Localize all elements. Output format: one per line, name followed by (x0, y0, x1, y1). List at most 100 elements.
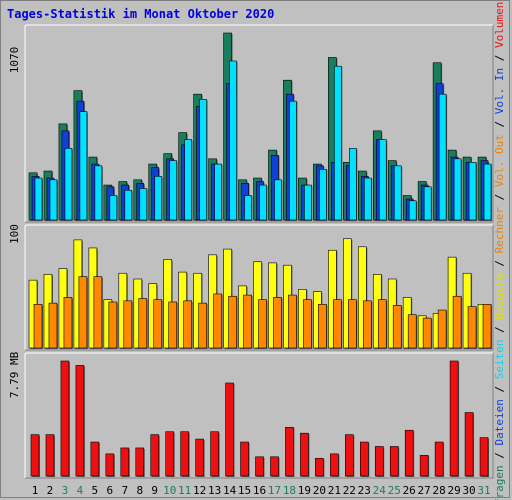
bar-rechner-day-18 (288, 294, 297, 349)
bar-rechner-day-21 (333, 299, 342, 349)
legend-part-7: / (493, 253, 506, 273)
bar-seiten-day-23 (363, 177, 372, 221)
bar-besuche-day-21 (328, 249, 337, 349)
x-tick-label: 17 (268, 484, 281, 497)
legend-part-1: / (493, 445, 506, 465)
bar-volumen-day-24 (374, 446, 384, 477)
bar-volumen-day-29 (449, 360, 459, 477)
bar-rechner-day-30 (467, 306, 477, 349)
legend-vertical: Anfragen / Dateien / Seiten / Besuche / … (493, 2, 506, 500)
legend-part-5: / (493, 320, 506, 340)
x-tick-label: 15 (238, 484, 251, 497)
legend-part-3: / (493, 379, 506, 399)
x-tick-label: 10 (163, 484, 176, 497)
bar-rechner-day-13 (213, 293, 222, 349)
bar-seiten-day-16 (259, 184, 267, 221)
bar-seiten-day-17 (274, 179, 282, 221)
bar-seiten-day-20 (319, 169, 327, 221)
bar-volumen-day-7 (120, 447, 130, 477)
x-tick-label: 18 (283, 484, 296, 497)
x-tick-label: 24 (373, 484, 387, 497)
legend-part-11: / (493, 114, 506, 134)
bar-seiten-day-1 (34, 177, 43, 221)
bar-seiten-day-2 (49, 179, 58, 221)
x-tick-label: 16 (253, 484, 266, 497)
bar-volumen-day-18 (285, 426, 294, 477)
bar-seiten-day-6 (109, 195, 118, 221)
bar-seiten-day-19 (304, 184, 312, 221)
bar-volumen-day-26 (404, 429, 414, 477)
legend-part-14: Volumen (493, 2, 506, 48)
bar-volumen-day-8 (135, 447, 145, 477)
bar-volumen-day-13 (210, 431, 219, 477)
bar-seiten-day-27 (423, 186, 432, 221)
bar-seiten-day-31 (483, 163, 492, 221)
legend-part-9: / (493, 187, 506, 207)
bar-volumen-day-10 (165, 431, 175, 477)
x-tick-label: 12 (193, 484, 206, 497)
bar-seiten-day-9 (154, 176, 163, 221)
bar-volumen-day-16 (255, 456, 264, 477)
x-tick-label: 13 (208, 484, 221, 497)
bar-rechner-day-22 (348, 299, 357, 349)
bar-seiten-day-13 (214, 163, 222, 221)
x-tick-label: 28 (433, 484, 446, 497)
bar-rechner-day-8 (138, 298, 148, 349)
bar-seiten-day-15 (244, 195, 252, 221)
bar-rechner-day-27 (422, 317, 432, 349)
bar-volumen-day-9 (150, 434, 160, 477)
bar-seiten-day-18 (289, 100, 297, 221)
bar-rechner-day-2 (48, 302, 58, 349)
x-tick-label: 1 (32, 484, 39, 497)
bar-besuche-day-22 (343, 238, 352, 349)
bar-rechner-day-19 (303, 299, 312, 349)
legend-part-2: Dateien (493, 399, 506, 445)
x-tick-label: 22 (343, 484, 356, 497)
x-tick-label: 9 (151, 484, 158, 497)
bar-rechner-day-16 (258, 299, 267, 349)
x-tick-label: 19 (298, 484, 311, 497)
x-tick-label: 25 (388, 484, 401, 497)
bar-volumen-day-20 (315, 457, 324, 477)
legend-part-12: Vol. In (493, 68, 506, 114)
bar-seiten-day-26 (408, 200, 417, 221)
y-axis-label-besuche: 100 (8, 224, 21, 244)
x-tick-label: 14 (223, 484, 237, 497)
bar-rechner-day-23 (362, 300, 372, 349)
y-axis-label-anfragen: 1070 (8, 47, 21, 74)
bar-rechner-day-29 (452, 295, 462, 349)
bar-volumen-day-2 (45, 434, 55, 477)
bar-volumen-day-14 (225, 382, 234, 477)
bar-volumen-day-30 (464, 412, 474, 477)
bar-volumen-day-12 (195, 438, 204, 477)
bar-seiten-day-5 (94, 165, 103, 221)
bar-seiten-day-25 (393, 165, 402, 221)
bar-rechner-day-10 (168, 301, 178, 349)
x-tick-label: 27 (418, 484, 431, 497)
bar-seiten-day-30 (468, 162, 477, 221)
bar-volumen-day-4 (75, 365, 85, 477)
legend-part-4: Seiten (493, 339, 506, 379)
bar-seiten-day-24 (378, 139, 387, 221)
x-tick-label: 30 (462, 484, 475, 497)
x-tick-label: 29 (447, 484, 460, 497)
x-tick-label: 3 (62, 484, 69, 497)
bar-rechner-day-25 (392, 305, 402, 349)
bar-rechner-day-7 (123, 300, 133, 349)
legend-part-8: Rechner (493, 207, 506, 254)
bar-rechner-day-1 (33, 303, 43, 349)
x-tick-label: 8 (136, 484, 143, 497)
bar-seiten-day-4 (79, 111, 88, 221)
bar-rechner-day-17 (273, 297, 282, 349)
legend-part-10: Vol. Out (493, 134, 506, 187)
bar-rechner-day-31 (482, 303, 492, 349)
bar-volumen-day-6 (105, 453, 115, 477)
bar-rechner-day-5 (93, 276, 103, 349)
bar-volumen-day-28 (434, 441, 444, 477)
x-tick-label: 6 (107, 484, 114, 497)
bar-volumen-day-17 (270, 456, 279, 477)
bar-rechner-day-28 (437, 309, 447, 349)
bar-seiten-day-14 (229, 60, 237, 221)
bar-volumen-day-27 (419, 455, 429, 477)
